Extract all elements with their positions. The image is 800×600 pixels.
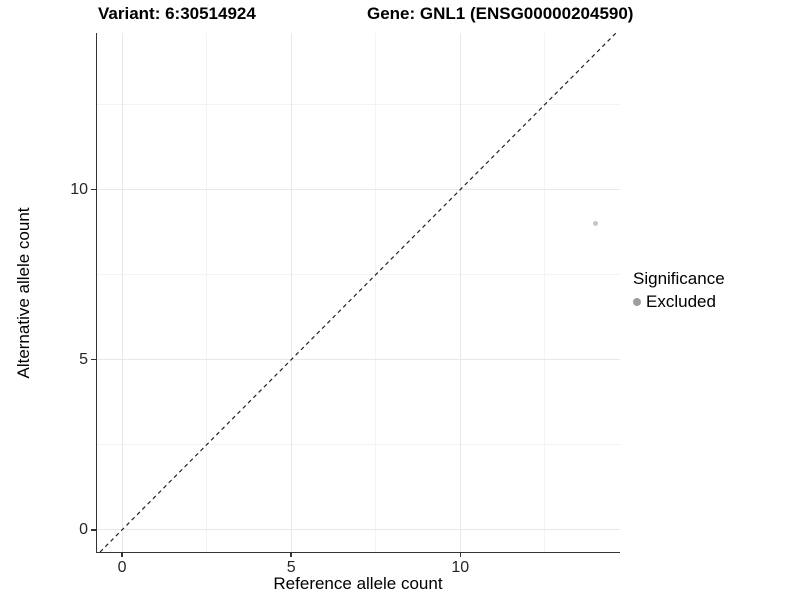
major-gridline-vertical <box>121 33 123 552</box>
x-tick-label: 10 <box>451 559 470 576</box>
major-gridline-horizontal <box>97 189 620 191</box>
variant-title: Variant: 6:30514924 <box>98 4 256 23</box>
minor-gridline-horizontal <box>97 103 620 105</box>
y-axis-title: Alternative allele count <box>14 207 33 379</box>
x-tick-label: 5 <box>286 559 296 576</box>
y-tick-label: 10 <box>70 180 88 198</box>
major-gridline-horizontal <box>97 359 620 361</box>
major-gridline-vertical <box>459 33 461 552</box>
y-axis-tick <box>90 188 96 191</box>
minor-gridline-vertical <box>206 33 208 552</box>
major-gridline-horizontal <box>97 529 620 531</box>
y-tick-label: 5 <box>79 350 88 368</box>
minor-gridline-vertical <box>375 33 377 552</box>
legend-item-excluded: Excluded <box>633 292 725 312</box>
y-axis-tick <box>90 529 96 531</box>
identity-line <box>99 33 617 552</box>
plot-panel: 0 5 10 0 5 10 <box>70 33 620 576</box>
x-tick-label: 0 <box>117 559 127 576</box>
y-tick-label: 0 <box>79 520 88 538</box>
legend-title: Significance <box>633 269 725 288</box>
minor-gridline-horizontal <box>97 274 620 276</box>
legend-point-swatch <box>633 298 641 306</box>
major-gridline-vertical <box>290 33 292 552</box>
legend-item-label: Excluded <box>646 292 716 311</box>
minor-gridline-horizontal <box>97 444 620 446</box>
data-point <box>593 221 599 227</box>
gene-title: Gene: GNL1 (ENSG00000204590) <box>367 4 634 23</box>
x-axis-tick <box>459 552 462 557</box>
x-axis-tick <box>121 552 123 557</box>
legend: Significance Excluded <box>633 269 725 312</box>
x-axis-title: Reference allele count <box>273 574 443 593</box>
minor-gridline-vertical <box>544 33 546 552</box>
y-axis-tick <box>90 358 96 361</box>
x-axis-tick <box>290 552 292 557</box>
